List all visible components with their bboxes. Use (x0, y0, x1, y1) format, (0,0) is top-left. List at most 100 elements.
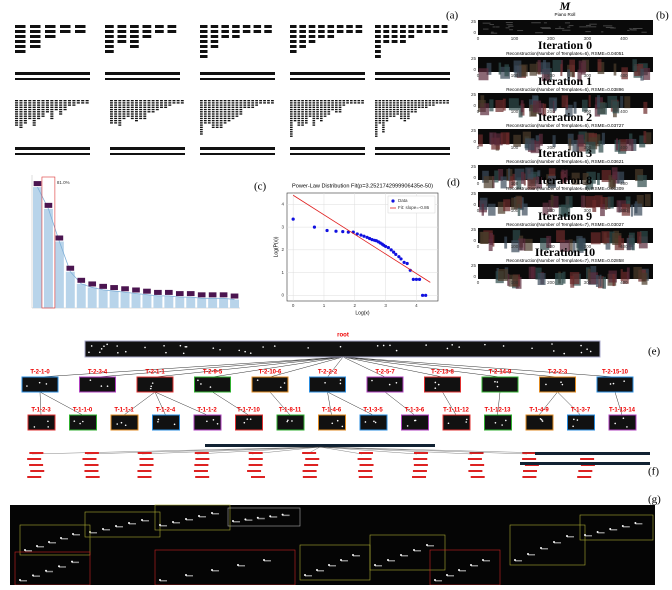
glyph-cell (130, 40, 139, 43)
node-box (525, 414, 554, 431)
glyph-cell (392, 100, 396, 102)
glyph-cell (316, 108, 319, 111)
glyph-cell (200, 115, 203, 117)
x-tick-label: 0 (477, 244, 480, 249)
roll-note (578, 237, 586, 250)
glyph-cell (32, 100, 36, 102)
edge (327, 391, 374, 416)
note-dot (621, 525, 624, 527)
glyph-cell (327, 106, 331, 108)
roll-note (601, 132, 605, 145)
glyph-cell (227, 115, 231, 117)
glyph-cell (219, 115, 223, 117)
roll-note (597, 59, 602, 72)
node-dot (545, 383, 547, 386)
glyph-cell (442, 102, 446, 104)
roll-note (621, 67, 628, 80)
glyph-cell (130, 104, 134, 106)
glyph-cell (110, 120, 113, 122)
node-dot (246, 418, 249, 420)
glyph-cell (378, 115, 382, 117)
node-dot (144, 346, 146, 349)
node-dot (157, 420, 159, 423)
roll-note (562, 29, 571, 31)
roll-note (578, 60, 587, 73)
edge (212, 356, 344, 378)
iteration-title: Iteration 3 (538, 146, 592, 160)
node-dot (501, 424, 503, 426)
glyph-cell (219, 126, 223, 128)
glyph-cell (32, 106, 36, 108)
node-dot (184, 345, 187, 348)
node-dot (182, 352, 185, 355)
glyph-cell (117, 30, 127, 33)
roll-note (639, 231, 648, 244)
bar-marker (55, 235, 64, 241)
roll-note (634, 63, 644, 76)
roll-note (635, 169, 644, 182)
roll-note (569, 59, 576, 72)
glyph-cell (290, 135, 293, 137)
node-dot (307, 347, 309, 349)
bar (54, 241, 64, 308)
node-box (84, 340, 601, 358)
glyph-cell (231, 113, 235, 115)
glyph-cell (28, 115, 32, 117)
note-dot (72, 533, 74, 535)
glyph-cell (375, 131, 378, 133)
glyph-cell (375, 35, 381, 38)
glyph-cell (118, 102, 122, 104)
note-mark (610, 529, 618, 531)
roll-note (513, 134, 521, 147)
node-dot (212, 347, 215, 349)
glyph-cell (425, 104, 428, 106)
roll-note (567, 69, 570, 82)
mini-label (195, 458, 210, 460)
roll-note (508, 25, 514, 27)
glyph-cell (200, 120, 203, 122)
glyph-cell (37, 100, 41, 102)
glyph-cell (299, 45, 306, 48)
x-tick-label: 300 (584, 36, 592, 41)
glyph-base (200, 153, 275, 155)
note-mark (635, 523, 643, 525)
pattern-glyph (200, 25, 275, 80)
glyph-cell (147, 104, 151, 106)
x-tick-label: 300 (584, 181, 592, 186)
glyph-cell (155, 30, 164, 33)
bar (33, 187, 42, 308)
glyph-cell (392, 111, 396, 113)
glyph-cell (396, 104, 399, 106)
node-box (318, 414, 346, 431)
glyph-base (200, 72, 275, 75)
node-box (276, 414, 305, 431)
glyph-cell (375, 108, 378, 111)
mini-label (82, 458, 97, 460)
glyph-cell (400, 100, 403, 102)
glyph-cell (50, 111, 54, 113)
glyph-cell (403, 102, 407, 104)
x-tick-label: 200 (547, 280, 555, 285)
roll-note (558, 26, 561, 28)
glyph-cell (211, 111, 215, 113)
note-dot (102, 528, 104, 530)
glyph-cell (139, 108, 143, 111)
glyph-cell (110, 111, 113, 113)
node-label: T-1-13-14 (609, 408, 636, 414)
iteration-caption: Reconstruction(Number of Templates=7), R… (506, 258, 624, 263)
roll-note (577, 134, 584, 147)
glyph-cell (215, 124, 219, 126)
iteration-caption: Reconstruction(Number of Templates=8), R… (506, 186, 624, 191)
glyph-cell (378, 122, 382, 124)
roll-note (645, 132, 652, 145)
glyph-cell (231, 115, 235, 117)
roll-note (581, 99, 588, 112)
glyph-cell (318, 25, 325, 28)
glyph-cell (155, 100, 159, 102)
glyph-cell (378, 104, 382, 106)
glyph-cell (378, 106, 382, 108)
roll-note (556, 230, 565, 243)
roll-note (518, 238, 526, 251)
mini-label (250, 476, 265, 478)
glyph-cell (219, 100, 223, 102)
